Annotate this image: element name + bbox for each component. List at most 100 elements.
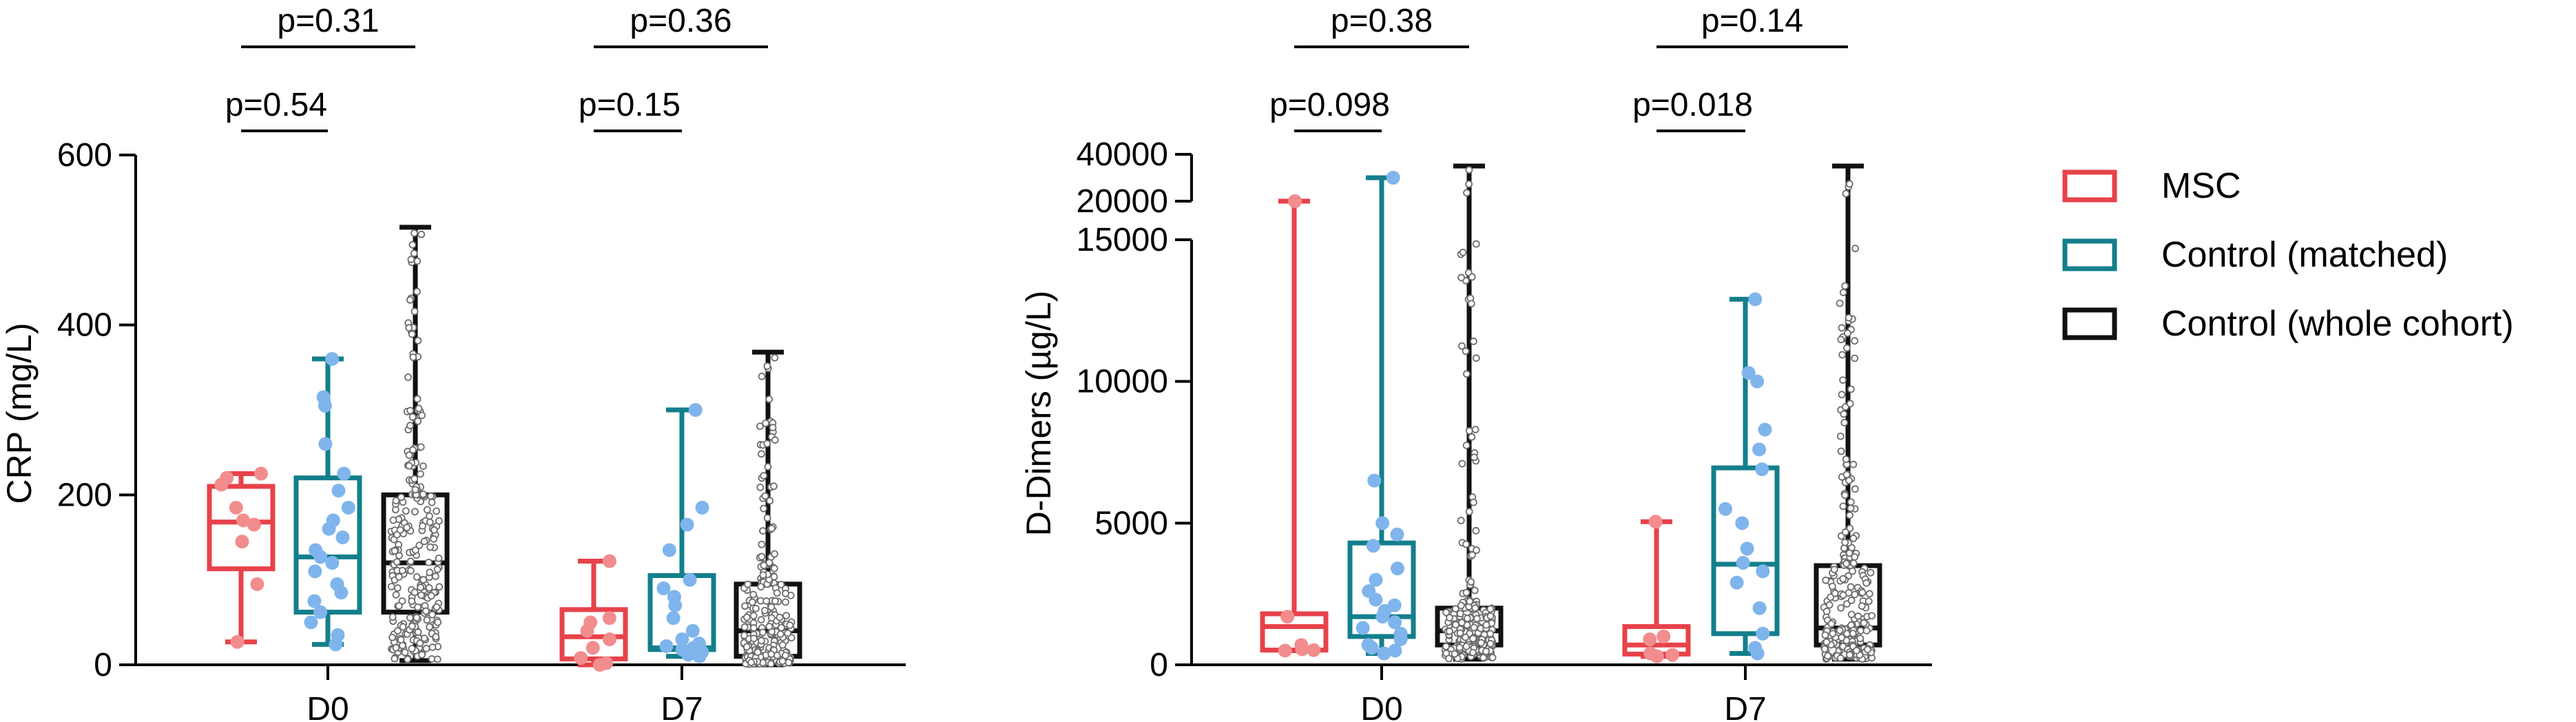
data-point [1862,627,1871,635]
y-tick-label: 0 [94,647,112,683]
data-point [1842,455,1850,464]
box-rect [1711,465,1780,637]
data-point [776,613,784,621]
data-point [220,471,234,485]
data-point [433,507,441,515]
data-point [425,558,433,566]
data-point [1465,166,1473,174]
data-point [757,637,765,645]
data-point [778,641,787,649]
box-rect [1347,540,1416,639]
data-point [335,530,350,544]
data-point [1858,588,1867,597]
data-point [414,603,422,611]
data-point [1865,590,1873,598]
data-point [415,542,424,550]
x-tick-label: D0 [307,691,349,722]
data-point [1851,553,1859,561]
data-point [771,550,778,558]
data-point [758,540,766,548]
data-point [1839,575,1847,583]
data-point [1838,391,1846,399]
data-point [1665,648,1680,662]
data-point [675,632,689,646]
data-point [659,639,674,653]
data-point [433,566,442,573]
data-point [1849,567,1856,575]
data-point [427,592,435,600]
data-point [685,623,700,638]
data-point [422,644,430,652]
legend: MSC Control (matched) Control (whole cohor… [2062,166,2514,344]
data-point [1471,426,1479,433]
data-point [1841,282,1849,290]
data-point [1752,442,1767,457]
data-point [406,422,414,430]
box-d0-1 [293,352,362,652]
legend-label: Control (matched) [2161,235,2448,275]
data-point [1821,631,1829,639]
data-point [688,403,703,417]
data-point [761,606,769,615]
data-point [1361,638,1375,652]
data-point [392,497,400,505]
box-d7-1 [647,403,716,663]
box-rect [293,475,362,615]
data-point [325,556,340,570]
data-point [1362,584,1376,599]
data-point [408,645,416,652]
data-point [766,497,774,505]
legend-swatch [2062,238,2117,271]
data-point [759,628,767,637]
data-point [1470,338,1477,345]
data-point [1846,651,1853,659]
data-point [250,577,264,591]
data-point [407,256,415,264]
data-point [341,500,355,515]
p-value-label: p=0.14 [1701,3,1803,39]
data-point [413,287,421,296]
data-point [316,390,331,404]
legend-label: Control (whole cohort) [2161,304,2514,344]
data-point [397,636,405,644]
data-point [1846,511,1853,519]
data-point [1741,366,1756,380]
data-point [1836,299,1844,307]
legend-swatch [2062,169,2117,203]
data-point [773,589,781,597]
data-point [1837,604,1845,612]
box-d0-0 [207,466,276,649]
box-d0-0 [1260,194,1329,658]
data-point [405,451,413,460]
data-point [1465,508,1473,516]
data-point [683,573,697,587]
data-point [770,482,778,491]
data-point [1846,400,1854,408]
data-point [389,516,397,524]
data-point [1863,646,1871,654]
data-point [337,466,351,481]
y-tick-label: 200 [57,477,112,513]
data-point [1486,605,1495,613]
p-value-label: p=0.018 [1632,87,1753,123]
data-point [416,639,424,648]
box-d7-2 [1814,163,1882,663]
data-point [758,450,765,458]
data-point [1470,453,1478,462]
data-point [1388,615,1402,630]
data-point [1459,249,1467,256]
data-point [692,637,706,651]
data-point [1736,555,1750,570]
data-point [425,584,433,592]
data-point [767,614,776,622]
data-point [1748,292,1763,307]
data-point [758,553,766,561]
data-point [1740,542,1754,556]
y-tick-label: 0 [1150,647,1168,683]
y-tick-label: 600 [57,137,112,174]
data-point [770,564,778,573]
data-point [1837,447,1845,455]
data-point [1470,623,1478,632]
data-point [1849,630,1857,637]
data-point [405,462,413,470]
